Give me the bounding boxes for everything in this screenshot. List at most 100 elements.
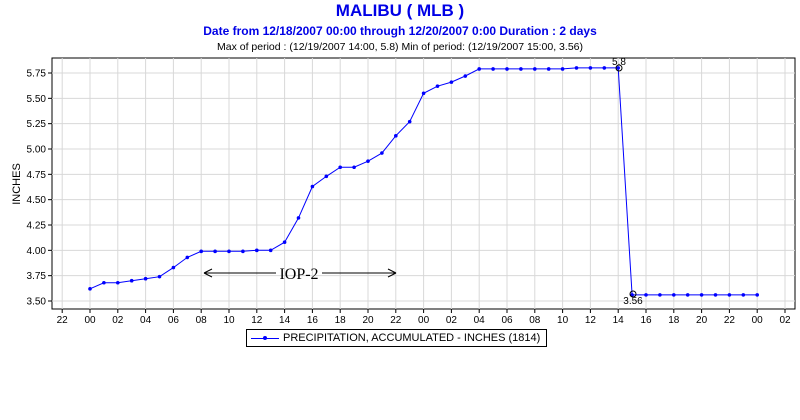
max-label: 5.8 (612, 57, 626, 68)
max-marker: 5.8 (612, 57, 626, 72)
y-tick-label: 3.50 (27, 297, 47, 308)
x-tick-label: 10 (223, 315, 235, 326)
data-point (199, 249, 203, 254)
data-point (102, 280, 106, 285)
data-point (477, 67, 482, 71)
data-point (505, 67, 509, 71)
x-tick-label: 02 (112, 315, 124, 326)
data-point (546, 67, 551, 71)
x-tick-label: 18 (668, 315, 680, 326)
max-min-summary: Max of period : (12/19/2007 14:00, 5.8) … (217, 41, 583, 53)
chart-subtitle: Date from 12/18/2007 00:00 through 12/20… (203, 24, 597, 38)
data-point (88, 287, 92, 291)
data-point (394, 134, 398, 138)
data-point (185, 255, 190, 260)
x-tick-label: 08 (196, 315, 208, 326)
x-tick-label: 04 (140, 315, 152, 326)
x-tick-label: 00 (752, 315, 764, 326)
y-axis-ticks: 3.50 3.75 4.00 4.25 4.50 4.75 5.00 5.25 5.50 5.75 (27, 69, 52, 308)
data-point (519, 67, 523, 71)
x-tick-label: 04 (474, 315, 486, 326)
data-point (560, 67, 565, 71)
y-axis-label: INCHES (11, 163, 23, 205)
x-tick-label: 16 (307, 315, 319, 326)
x-tick-label: 20 (362, 315, 374, 326)
y-tick-label: 3.75 (27, 271, 47, 282)
legend-label: PRECIPITATION, ACCUMULATED - INCHES (181… (283, 332, 541, 344)
iop-label: IOP-2 (279, 266, 318, 283)
y-tick-label: 4.50 (27, 195, 47, 206)
data-point (213, 249, 217, 254)
data-point (685, 293, 690, 297)
y-tick-label: 4.75 (27, 170, 47, 181)
x-tick-label: 22 (724, 315, 736, 326)
x-axis-ticks: 22 00 02 04 06 08 10 12 14 16 18 20 22 00 02 04 06 08 10 12… (57, 309, 791, 326)
y-tick-label: 4.00 (27, 246, 47, 257)
data-point (338, 165, 343, 170)
y-tick-label: 4.25 (27, 221, 47, 232)
data-point (491, 67, 495, 71)
data-point (241, 249, 245, 254)
x-tick-label: 00 (418, 315, 430, 326)
data-point (741, 293, 746, 297)
data-point (296, 216, 301, 220)
data-point (630, 293, 634, 297)
x-tick-label: 14 (279, 315, 291, 326)
data-point (588, 66, 593, 70)
data-point (227, 249, 231, 254)
data-point (282, 240, 287, 245)
min-label: 3.56 (623, 296, 643, 307)
legend-line-icon (251, 333, 279, 343)
data-point (157, 274, 162, 279)
x-tick-label: 02 (446, 315, 458, 326)
y-tick-label: 5.00 (27, 145, 47, 156)
x-tick-label: 12 (585, 315, 597, 326)
data-point (435, 84, 440, 88)
min-marker: 3.56 (623, 290, 643, 307)
iop-annotation: IOP-2 (203, 266, 397, 283)
data-point (380, 151, 384, 155)
data-point (407, 119, 412, 124)
series-line-group (88, 66, 759, 297)
x-tick-label: 18 (335, 315, 347, 326)
data-point (533, 67, 537, 71)
x-tick-label: 14 (613, 315, 625, 326)
data-point (324, 174, 329, 179)
x-tick-label: 16 (640, 315, 652, 326)
data-point (268, 248, 273, 253)
grid-lines (52, 58, 795, 309)
x-tick-label: 08 (529, 315, 541, 326)
data-point (254, 248, 259, 253)
data-point (129, 278, 134, 283)
x-tick-label: 22 (57, 315, 69, 326)
data-point (574, 66, 579, 70)
data-point (116, 280, 120, 285)
data-point (143, 276, 148, 281)
data-point (699, 293, 704, 297)
data-point (449, 80, 454, 84)
data-point (463, 74, 468, 78)
data-point (713, 293, 718, 297)
y-tick-label: 5.50 (27, 94, 47, 105)
x-tick-label: 00 (84, 315, 96, 326)
data-point (366, 159, 370, 163)
data-point (171, 265, 176, 270)
data-point (727, 293, 732, 297)
data-point (421, 91, 426, 96)
x-tick-label: 06 (168, 315, 180, 326)
data-point (616, 66, 620, 70)
data-point (310, 184, 315, 189)
x-tick-label: 20 (696, 315, 708, 326)
x-tick-label: 12 (251, 315, 263, 326)
y-tick-label: 5.75 (27, 69, 47, 80)
x-tick-label: 22 (390, 315, 402, 326)
x-tick-label: 10 (557, 315, 569, 326)
data-point (658, 293, 662, 297)
x-tick-label: 06 (501, 315, 513, 326)
x-tick-label: 02 (779, 315, 791, 326)
data-point (755, 293, 759, 297)
data-point (352, 165, 356, 170)
y-tick-label: 5.25 (27, 119, 47, 130)
data-point (644, 293, 648, 297)
